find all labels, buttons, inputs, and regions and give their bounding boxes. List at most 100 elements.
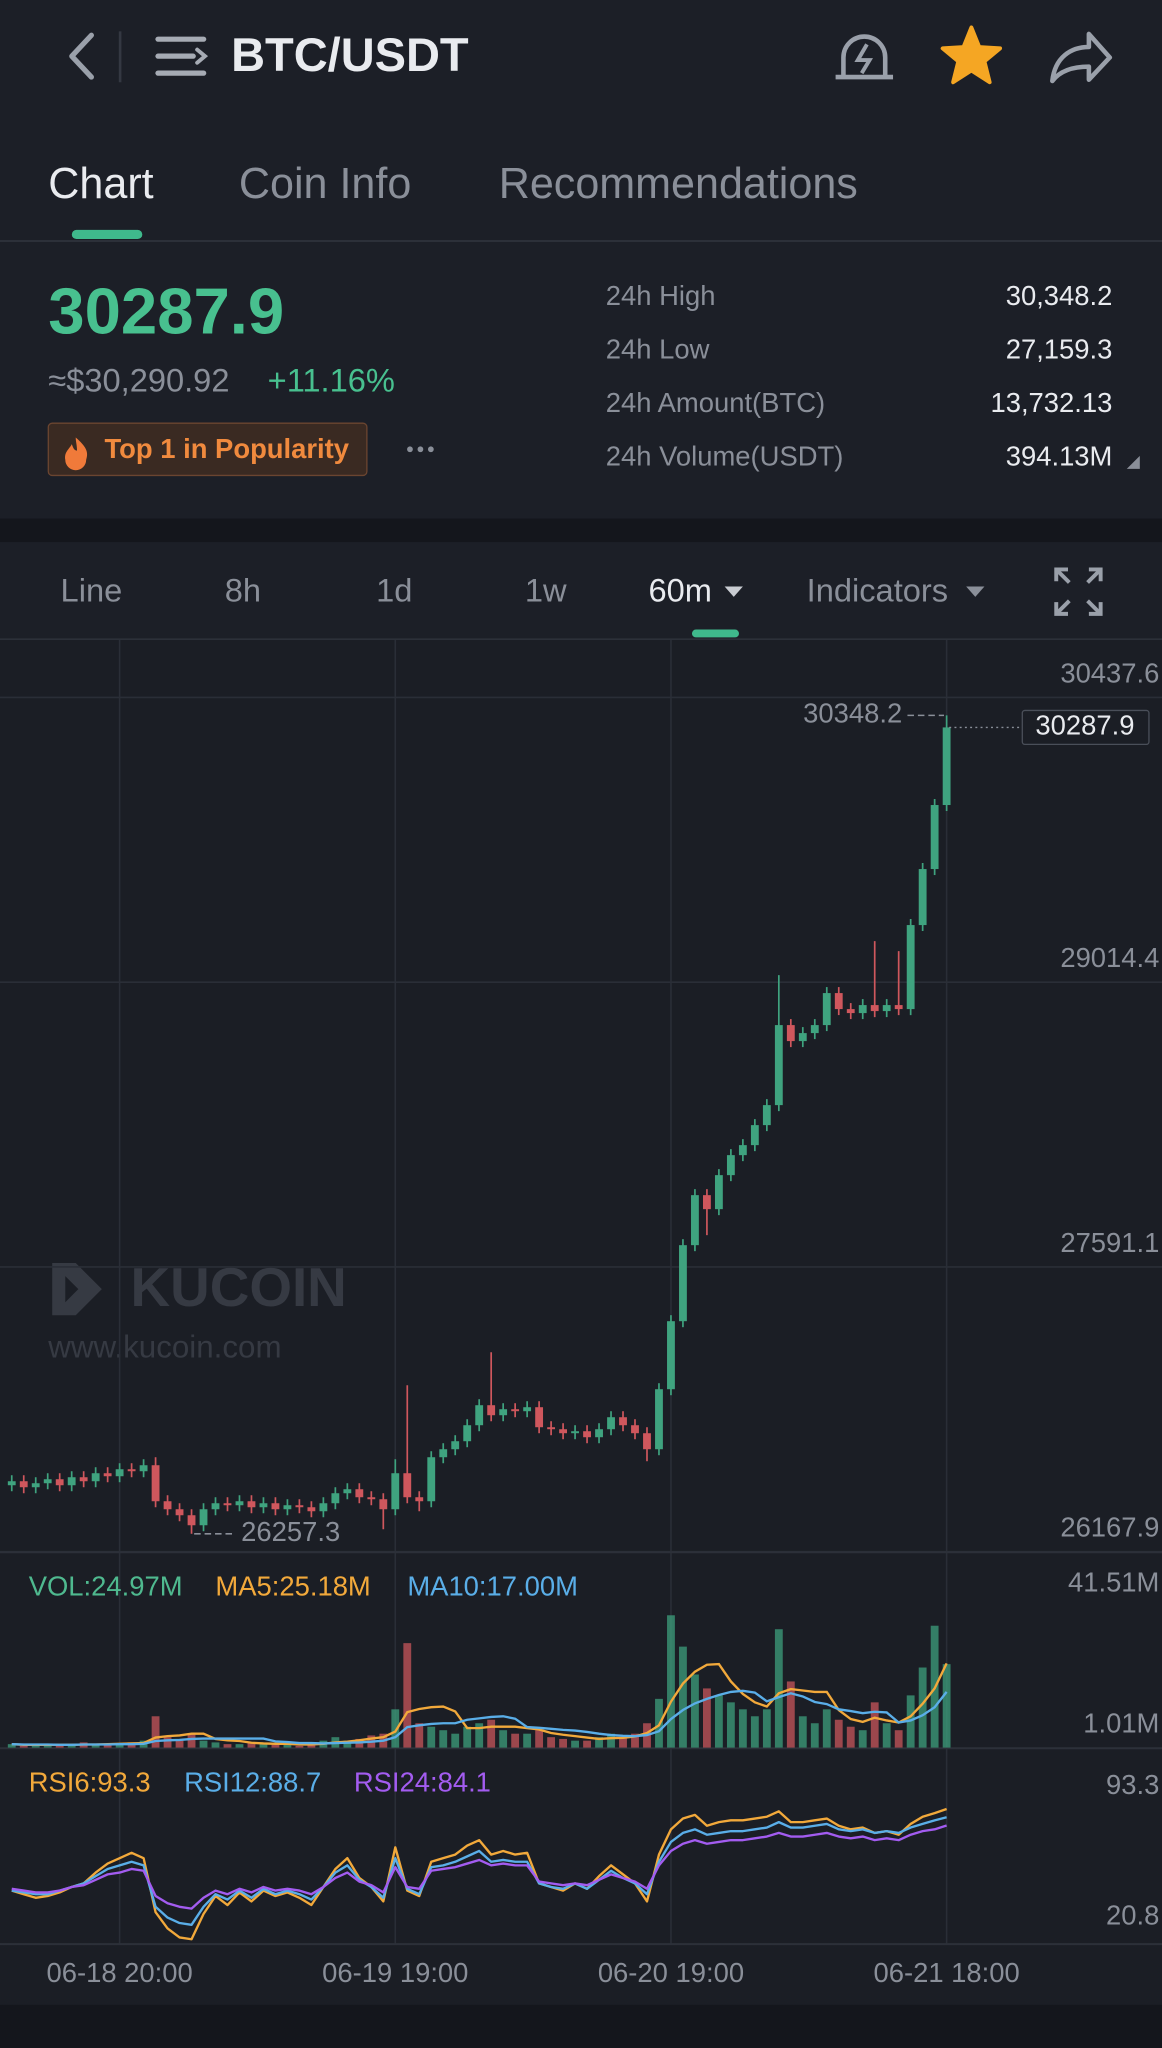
volume-bar: [427, 1726, 436, 1748]
candle-body: [487, 1405, 496, 1416]
badge-text: Top 1 in Popularity: [104, 433, 349, 464]
volume-bar: [619, 1737, 627, 1748]
interval[interactable]: 1d: [376, 572, 412, 609]
candle-body: [583, 1431, 591, 1438]
volume-bar: [43, 1744, 52, 1748]
volume-bar: [894, 1730, 903, 1748]
share-button[interactable]: [1050, 31, 1113, 84]
dropdown-arrow: [724, 586, 743, 597]
candle-body: [31, 1483, 40, 1488]
volume-bar: [175, 1740, 184, 1748]
volume-bar: [822, 1709, 831, 1748]
x-tick-label: 06-19 19:00: [322, 1957, 468, 1988]
interval[interactable]: 8h: [225, 572, 261, 609]
candle-body: [535, 1407, 544, 1428]
candle-body: [930, 805, 939, 870]
volume-bar: [774, 1629, 783, 1748]
candle-body: [127, 1469, 136, 1472]
candle-body: [607, 1417, 615, 1430]
volume-bar: [846, 1726, 855, 1748]
stat-value: 13,732.13: [990, 387, 1112, 418]
alert-button[interactable]: [835, 34, 894, 80]
x-tick-label: 06-18 20:00: [46, 1957, 192, 1988]
stat-label: 24h High: [606, 280, 716, 311]
candle-body: [750, 1125, 759, 1146]
candle-body: [283, 1505, 292, 1510]
high-label: 30348.2: [803, 698, 902, 729]
stat-label: 24h Amount(BTC): [606, 387, 825, 418]
section-gap: [0, 518, 1162, 543]
volume-bar: [786, 1681, 795, 1748]
more-button[interactable]: [407, 446, 434, 453]
ma-line: [11, 1689, 948, 1747]
candle-body: [223, 1503, 232, 1506]
volume-bar: [103, 1744, 112, 1748]
candle-body: [151, 1465, 160, 1502]
y-tick-label: 20.8: [1106, 1900, 1159, 1931]
volume-bar: [738, 1709, 747, 1748]
legend-entry: RSI12:88.7: [184, 1766, 321, 1797]
candle-body: [343, 1489, 352, 1494]
legend-entry: MA5:25.18M: [215, 1570, 370, 1601]
candle-body: [894, 1005, 903, 1010]
candle-body: [379, 1499, 388, 1510]
candle-body: [7, 1481, 16, 1486]
stat-value: 27,159.3: [1006, 334, 1113, 365]
candle-body: [667, 1321, 675, 1390]
volume-bar: [391, 1709, 400, 1748]
favorite-star[interactable]: [940, 25, 1003, 85]
volume-bar: [559, 1738, 568, 1748]
volume-bar: [942, 1664, 951, 1748]
y-tick-label: 93.3: [1106, 1769, 1159, 1800]
popularity-badge[interactable]: [47, 422, 368, 477]
candle-body: [187, 1515, 196, 1526]
tab[interactable]: Recommendations: [499, 160, 858, 208]
candle-body: [774, 1025, 783, 1106]
candle-body: [91, 1473, 100, 1482]
candle-body: [619, 1417, 627, 1426]
candle-body: [43, 1479, 52, 1484]
tab-active[interactable]: Chart: [48, 160, 153, 208]
menu-button[interactable]: [155, 36, 209, 76]
volume-bar: [499, 1730, 508, 1748]
interval-active[interactable]: 60m: [648, 572, 711, 609]
back-button[interactable]: [69, 32, 95, 80]
candle-body: [834, 993, 843, 1010]
volume-bar: [870, 1702, 879, 1748]
volume-bar: [19, 1745, 28, 1748]
volume-bar: [247, 1742, 256, 1748]
candle-body: [319, 1503, 328, 1512]
volume-bar: [211, 1742, 220, 1748]
candle-body: [115, 1469, 124, 1477]
last-price-label: 30287.9: [1035, 710, 1134, 741]
candle-body: [846, 1009, 855, 1014]
candle-body: [55, 1479, 64, 1486]
volume-bar: [55, 1745, 64, 1748]
tab[interactable]: Coin Info: [239, 160, 411, 208]
candle-body: [918, 869, 927, 926]
interval[interactable]: Line: [61, 572, 123, 609]
chart-area: [0, 640, 1162, 2005]
candle-body: [331, 1493, 340, 1504]
stat-value: 30,348.2: [1006, 280, 1113, 311]
candle-body: [427, 1457, 436, 1502]
candle-body: [882, 1005, 891, 1012]
candle-body: [691, 1195, 699, 1246]
candle-body: [259, 1503, 268, 1508]
candle-body: [738, 1145, 747, 1156]
candle-body: [942, 727, 951, 806]
interval[interactable]: 1w: [525, 572, 567, 609]
interval-indicator: [691, 629, 739, 638]
candle-body: [247, 1501, 256, 1508]
volume-bar: [487, 1719, 496, 1748]
candle-body: [714, 1175, 723, 1210]
volume-bar: [810, 1723, 819, 1748]
stat-value: 394.13M: [1006, 441, 1113, 472]
indicators-button[interactable]: Indicators: [807, 572, 948, 609]
candle-body: [559, 1429, 568, 1434]
rsi-line: [11, 1816, 947, 1926]
candle-body: [655, 1389, 663, 1450]
candle-body: [810, 1025, 819, 1034]
candle-body: [547, 1427, 556, 1430]
fullscreen-button[interactable]: [1054, 567, 1103, 616]
